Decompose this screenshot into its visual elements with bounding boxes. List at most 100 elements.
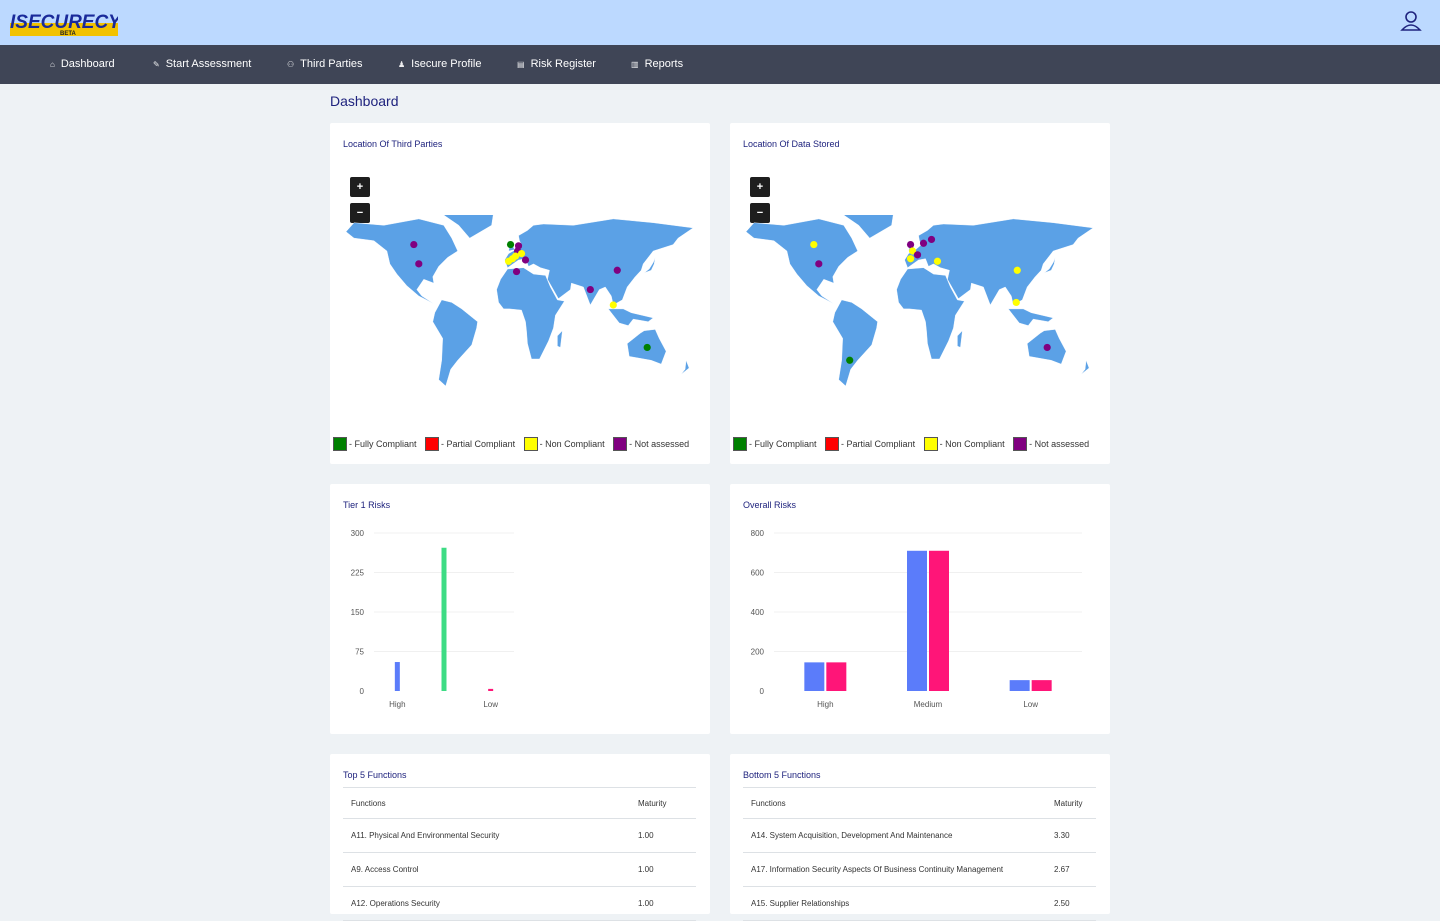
bar[interactable] [441, 547, 447, 691]
nav-start-assessment[interactable]: ✎ Start Assessment [153, 45, 251, 84]
legend-swatch [523, 437, 538, 451]
map-marker-non-compliant[interactable] [517, 249, 526, 258]
y-tick-label: 225 [351, 569, 365, 578]
nav-isecure-profile[interactable]: ♟ Isecure Profile [398, 45, 481, 84]
continent-madagascar[interactable] [557, 330, 563, 348]
y-tick-label: 200 [751, 648, 765, 657]
nav-third-parties[interactable]: ⚇ Third Parties [287, 45, 363, 84]
bar[interactable] [1031, 680, 1052, 691]
legend-swatch [425, 437, 440, 451]
nav-label: Reports [644, 58, 684, 70]
nav-label: Dashboard [60, 58, 115, 70]
function-cell: A12. Operations Security [343, 886, 630, 921]
continent-africa[interactable] [896, 267, 965, 360]
table-header-row: Functions Maturity [743, 787, 1096, 819]
nav-label: Third Parties [300, 58, 363, 70]
map-marker-not-assessed[interactable] [586, 285, 594, 294]
table-header-row: Functions Maturity [343, 787, 696, 819]
continent-south-america[interactable] [832, 299, 878, 387]
map-marker-non-compliant[interactable] [504, 257, 513, 265]
card-title: Bottom 5 Functions [743, 770, 821, 780]
y-tick-label: 0 [760, 687, 765, 696]
bar[interactable] [394, 662, 400, 691]
x-tick-label: Low [1023, 700, 1038, 709]
map-marker-not-assessed[interactable] [906, 240, 915, 249]
map-marker-non-compliant[interactable] [906, 255, 915, 263]
legend-partial-compliant: - Partial Compliant [425, 437, 515, 451]
bar[interactable] [804, 662, 825, 691]
table-row: A11. Physical And Environmental Security… [343, 818, 696, 853]
bar[interactable] [929, 550, 949, 691]
map-marker-non-compliant[interactable] [609, 301, 617, 309]
legend-swatch [1013, 437, 1028, 451]
isecurecyber-logo[interactable]: ISECURECYBER BETA [10, 6, 118, 36]
card-title: Location Of Data Stored [743, 139, 840, 149]
bar[interactable] [907, 550, 927, 691]
continent-europe-asia[interactable] [504, 218, 694, 306]
continent-north-america[interactable] [745, 218, 858, 304]
home-icon: ⌂ [50, 60, 55, 69]
continent-new-zealand[interactable] [1080, 360, 1090, 375]
world-map[interactable] [744, 215, 1096, 395]
continent-greenland[interactable] [843, 215, 894, 239]
map-marker-not-assessed[interactable] [919, 239, 928, 247]
legend-label: - Non Compliant [539, 439, 605, 449]
map-marker-non-compliant[interactable] [810, 240, 818, 249]
legend-fully-compliant: - Fully Compliant [733, 437, 817, 451]
map-marker-not-assessed[interactable] [1043, 343, 1051, 352]
legend-label: - Partial Compliant [841, 439, 916, 449]
map-card-third-parties: Location Of Third Parties + − - Fully Co… [330, 123, 710, 464]
column-header: Functions [743, 787, 1046, 819]
map-marker-non-compliant[interactable] [908, 247, 917, 255]
continent-japan[interactable] [644, 257, 656, 274]
continent-europe-asia[interactable] [904, 218, 1094, 306]
bar[interactable] [1009, 680, 1030, 691]
map-marker-not-assessed[interactable] [512, 267, 521, 276]
zoom-in-button[interactable]: + [750, 177, 770, 197]
bar[interactable] [488, 688, 494, 691]
y-tick-label: 300 [351, 529, 365, 538]
map-marker-not-assessed[interactable] [415, 260, 423, 268]
nav-risk-register[interactable]: ▤ Risk Register [517, 45, 596, 84]
maturity-cell: 3.30 [1046, 818, 1096, 853]
map-marker-fully-compliant[interactable] [643, 343, 651, 352]
legend-not-assessed: - Not assessed [613, 437, 689, 451]
map-marker-not-assessed[interactable] [410, 240, 418, 249]
bar[interactable] [826, 662, 847, 691]
register-icon: ▤ [517, 60, 525, 69]
continent-greenland[interactable] [443, 215, 494, 239]
continent-africa[interactable] [496, 267, 565, 360]
continent-north-america[interactable] [345, 218, 458, 304]
continent-indonesia[interactable] [607, 308, 654, 326]
continent-indonesia[interactable] [1007, 308, 1054, 326]
map-marker-non-compliant[interactable] [1013, 266, 1021, 274]
top-functions-card: Top 5 Functions Functions Maturity A11. … [330, 754, 710, 921]
nav-reports[interactable]: ▥ Reports [631, 45, 683, 84]
continent-south-america[interactable] [432, 299, 478, 387]
report-icon: ▥ [631, 60, 639, 69]
function-cell: A17. Information Security Aspects Of Bus… [743, 852, 1046, 887]
map-card-data-stored: Location Of Data Stored + − - Fully Comp… [730, 123, 1110, 464]
nav-dashboard[interactable]: ⌂ Dashboard [50, 45, 115, 84]
continent-japan[interactable] [1044, 257, 1056, 274]
map-marker-not-assessed[interactable] [815, 260, 823, 268]
tier1-risks-chart: 0 75 150 225 300 High Low [351, 529, 514, 709]
map-legend: - Fully Compliant - Partial Compliant - … [333, 437, 695, 451]
zoom-out-button[interactable]: − [750, 203, 770, 223]
map-marker-fully-compliant[interactable] [506, 240, 515, 249]
world-map[interactable] [344, 215, 696, 395]
user-profile-icon[interactable] [1400, 10, 1422, 32]
zoom-in-button[interactable]: + [350, 177, 370, 197]
map-marker-fully-compliant[interactable] [846, 356, 854, 364]
map-marker-not-assessed[interactable] [613, 266, 621, 274]
legend-label: - Not assessed [629, 439, 690, 449]
map-marker-non-compliant[interactable] [933, 257, 942, 265]
map-marker-not-assessed[interactable] [521, 256, 530, 264]
nav-label: Start Assessment [165, 58, 252, 70]
continent-new-zealand[interactable] [680, 360, 690, 375]
zoom-out-button[interactable]: − [350, 203, 370, 223]
map-marker-not-assessed[interactable] [913, 251, 922, 259]
continent-madagascar[interactable] [957, 330, 963, 348]
map-marker-non-compliant[interactable] [1012, 298, 1020, 307]
map-marker-not-assessed[interactable] [927, 235, 936, 244]
